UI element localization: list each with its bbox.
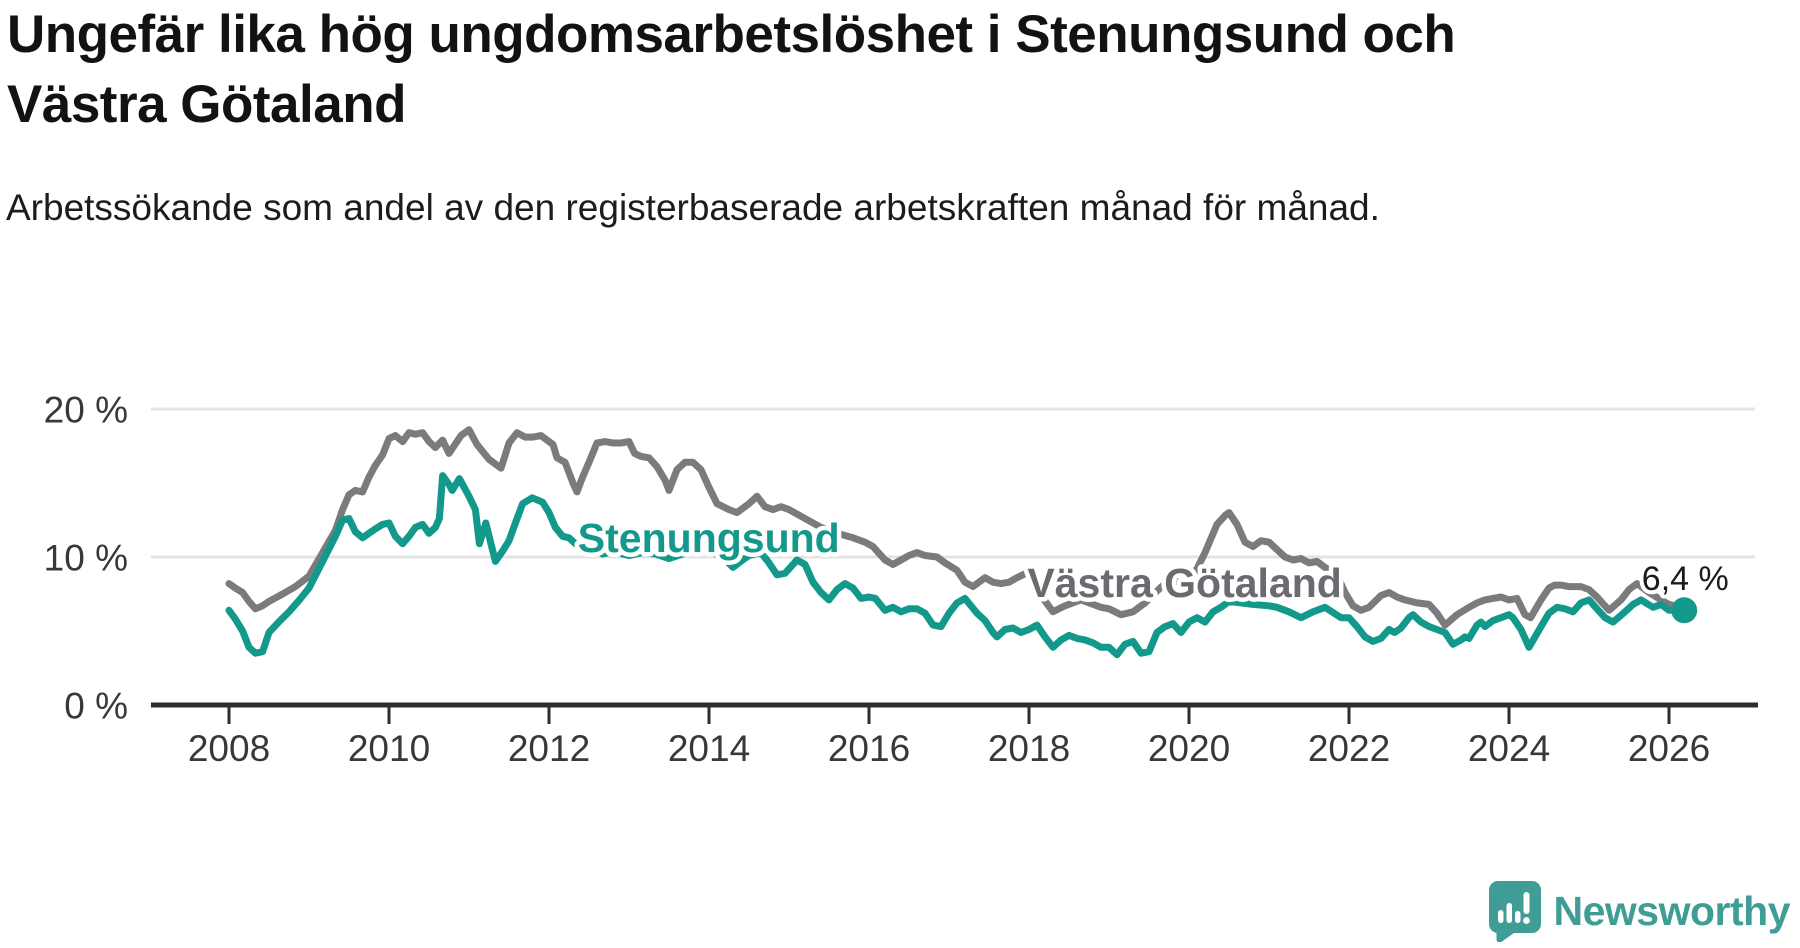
x-tick-label-2024: 2024 — [1468, 728, 1550, 769]
x-tick-label-2016: 2016 — [828, 728, 910, 769]
x-tick-label-2022: 2022 — [1308, 728, 1390, 769]
y-tick-label-20: 20 % — [44, 389, 128, 430]
y-tick-label-0: 0 % — [64, 685, 128, 726]
series-line-stenungsund — [225, 472, 1688, 659]
newsworthy-logo-icon — [1488, 881, 1541, 942]
series-line-v-stra-g-taland — [225, 426, 1685, 629]
newsworthy-logo: Newsworthy — [1488, 880, 1791, 942]
series-label-v-stra-g-taland: Västra Götaland — [1027, 560, 1341, 606]
y-tick-label-10: 10 % — [44, 537, 128, 578]
series-label-stenungsund: Stenungsund — [578, 515, 840, 561]
x-tick-label-2020: 2020 — [1148, 728, 1230, 769]
newsworthy-wordmark: Newsworthy — [1553, 887, 1791, 934]
x-tick-label-2026: 2026 — [1628, 728, 1710, 769]
latest-value-label: 6,4 % — [1642, 560, 1729, 598]
x-tick-label-2010: 2010 — [348, 728, 430, 769]
page-title: Ungefär lika hög ungdomsarbetslöshet i S… — [7, 5, 1456, 134]
x-tick-label-2012: 2012 — [508, 728, 590, 769]
latest-value-dot — [1671, 597, 1698, 624]
x-tick-label-2018: 2018 — [988, 728, 1070, 769]
x-tick-label-2014: 2014 — [668, 728, 750, 769]
chart-subtitle: Arbetssökande som andel av den registerb… — [6, 187, 1380, 228]
x-tick-label-2008: 2008 — [188, 728, 270, 769]
